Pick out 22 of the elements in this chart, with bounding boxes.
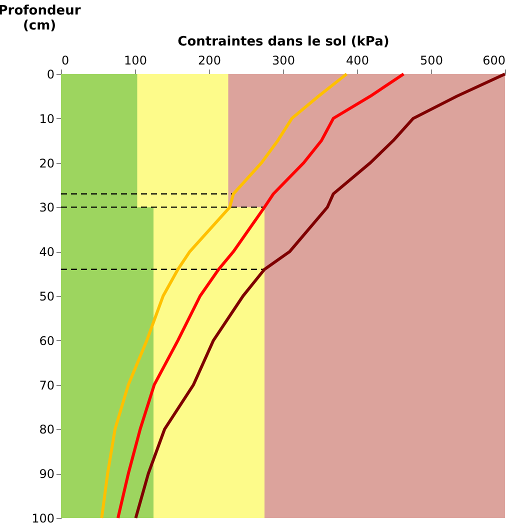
y-tick-label: 60 xyxy=(39,334,54,348)
y-tick-label: 40 xyxy=(39,245,54,260)
line-series xyxy=(134,72,506,520)
y-tick-label: 80 xyxy=(39,422,54,437)
line-series xyxy=(100,72,348,520)
line-series xyxy=(116,72,406,520)
y-tick-label: 30 xyxy=(39,200,54,215)
y-tick-label: 70 xyxy=(39,378,54,392)
x-tick-label: 200 xyxy=(198,54,221,68)
y-tick-label: 100 xyxy=(32,512,54,526)
y-tick-label: 10 xyxy=(39,112,54,126)
y-tick-label: 90 xyxy=(39,467,54,482)
x-tick-label: 400 xyxy=(346,54,369,68)
x-tick-label: 0 xyxy=(62,54,70,68)
y-tick-label: 0 xyxy=(46,68,54,82)
x-tick-label: 500 xyxy=(420,54,443,68)
x-tick-label: 100 xyxy=(124,54,147,68)
y-tick-label: 20 xyxy=(39,156,54,170)
y-tick-label: 50 xyxy=(39,290,54,304)
x-tick-label: 600 xyxy=(482,54,506,68)
x-axis-title: Contraintes dans le sol (kPa) xyxy=(178,34,390,50)
x-tick-label: 300 xyxy=(272,54,295,68)
